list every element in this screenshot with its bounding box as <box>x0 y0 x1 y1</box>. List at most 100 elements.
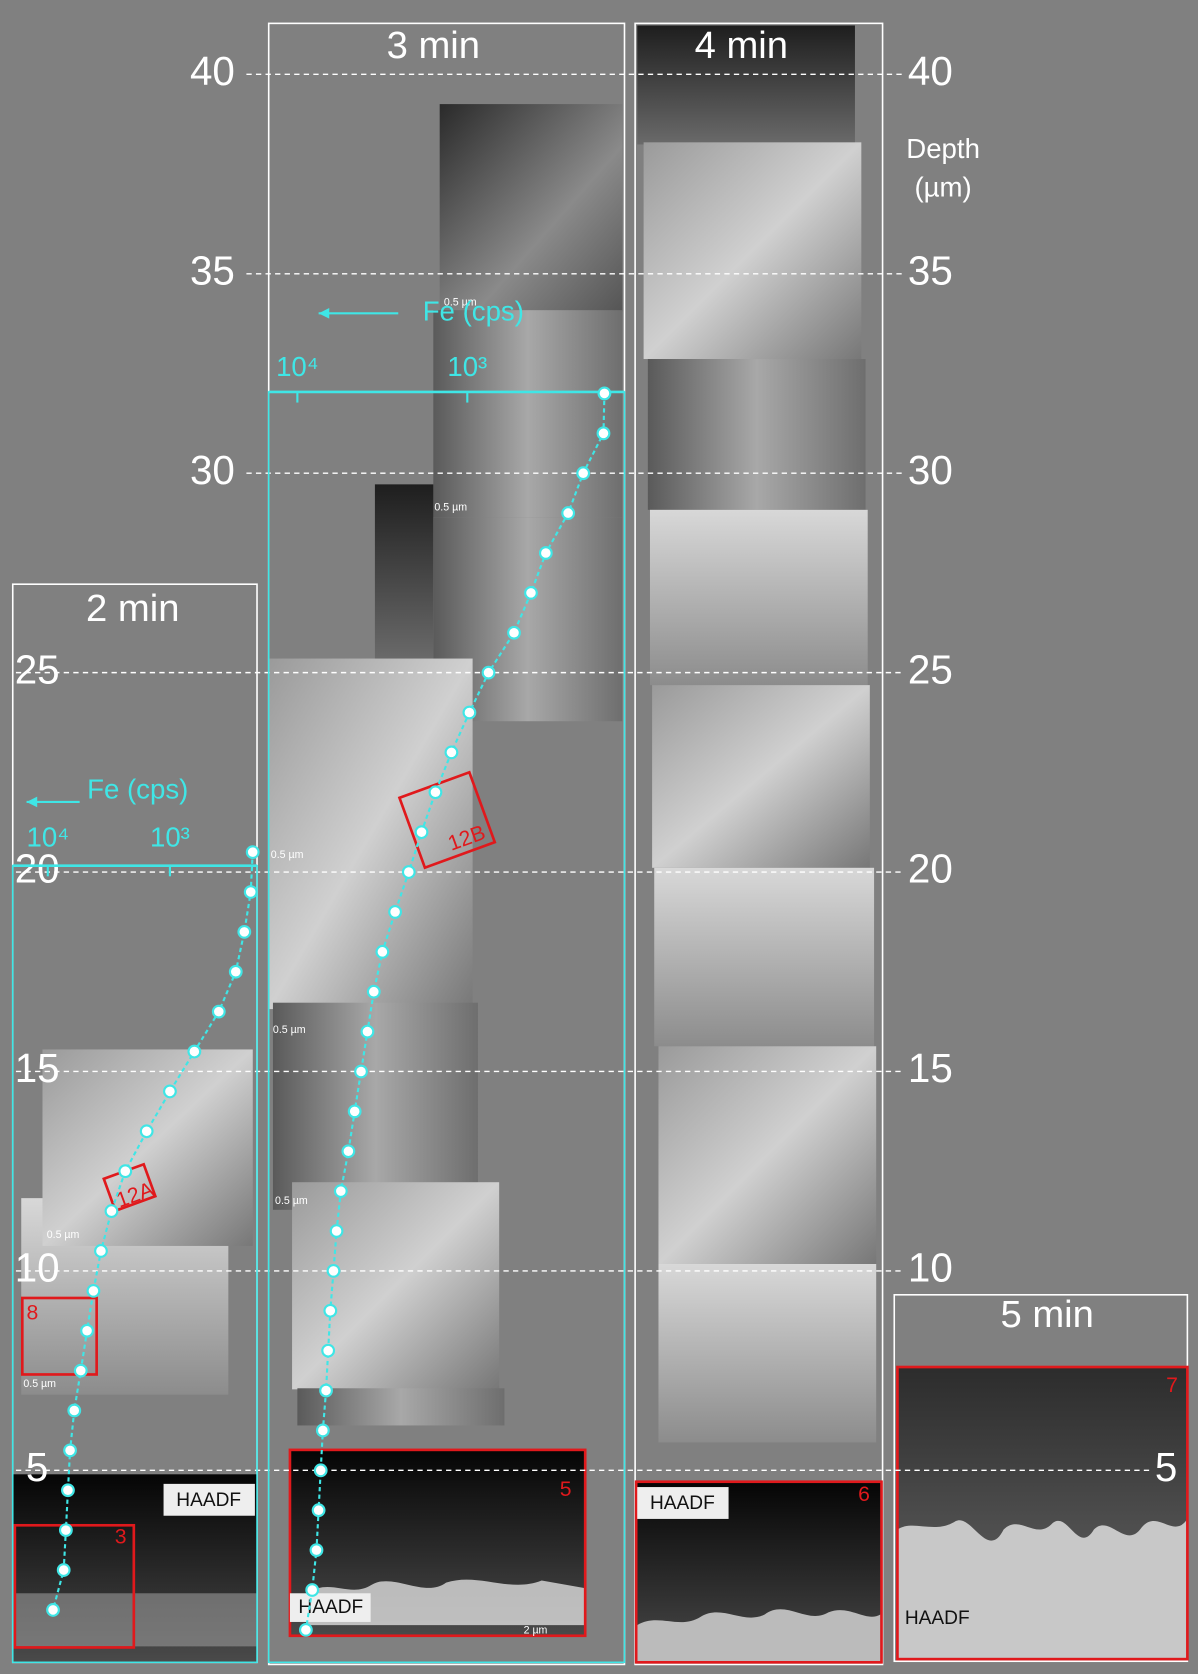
depth-tick-label: 40 <box>190 48 235 94</box>
fe-point <box>106 1205 118 1217</box>
depth-tick-label: 15 <box>15 1045 60 1091</box>
scale-bar: 0.5 µm <box>275 1195 308 1207</box>
figure: 3 8 12A 12B 5 6 7 HAADF HAADF HAADF HAAD… <box>0 0 1198 1674</box>
micrograph <box>644 142 862 359</box>
depth-tick-label: 40 <box>908 48 953 94</box>
micrograph <box>433 310 622 517</box>
fe-axis-label: Fe (cps) <box>87 774 188 805</box>
fe-point <box>189 1046 201 1058</box>
micrograph <box>292 1182 499 1389</box>
fe-point <box>322 1345 334 1357</box>
fe-point <box>245 886 257 898</box>
scale-bar: 2 µm <box>524 1624 548 1636</box>
micrograph <box>654 868 874 1046</box>
fe-point <box>306 1584 318 1596</box>
fe-point <box>562 507 574 519</box>
fe-point <box>62 1484 74 1496</box>
depth-tick-label: 30 <box>908 447 953 493</box>
fe-point <box>368 986 380 998</box>
axis-label: (µm) <box>914 171 971 202</box>
micrograph <box>269 659 473 1010</box>
depth-tick-label: 30 <box>190 447 235 493</box>
fe-point <box>47 1604 59 1616</box>
fe-point <box>311 1544 323 1556</box>
depth-tick-label: 20 <box>908 846 953 892</box>
fe-point <box>349 1106 361 1118</box>
fe-point <box>508 627 520 639</box>
fe-point <box>362 1026 374 1038</box>
panel-title: 3 min <box>387 24 480 67</box>
region-label: 8 <box>27 1301 39 1325</box>
fe-point <box>403 866 415 878</box>
fe-point <box>68 1405 80 1417</box>
fe-point <box>335 1185 347 1197</box>
page: { "depth_axis": {"label": ["Depth", "(µm… <box>0 0 1198 1674</box>
fe-point <box>230 966 242 978</box>
axis-label: Depth <box>906 133 980 164</box>
scale-bar: 0.5 µm <box>434 502 467 514</box>
region-label: 3 <box>115 1525 127 1549</box>
interface-layer <box>897 1519 1187 1659</box>
fe-point <box>164 1086 176 1098</box>
fe-point <box>331 1225 343 1237</box>
micrograph <box>650 510 868 685</box>
fe-tick-label: 10⁴ <box>276 351 319 382</box>
scale-bar: 0.5 µm <box>23 1378 56 1390</box>
fe-point <box>377 946 389 958</box>
micrograph <box>440 104 623 311</box>
fe-point <box>317 1425 329 1437</box>
micrograph <box>658 1046 876 1264</box>
haadf-label: HAADF <box>905 1608 970 1629</box>
fe-point <box>75 1365 87 1377</box>
fe-point <box>119 1165 131 1177</box>
region-label: 7 <box>1166 1373 1178 1397</box>
fe-point <box>320 1385 332 1397</box>
fe-point <box>60 1524 72 1536</box>
depth-tick-label: 10 <box>908 1245 953 1291</box>
fe-tick-label: 10³ <box>447 351 487 382</box>
micrograph <box>648 359 866 510</box>
fe-arrowhead <box>319 308 330 319</box>
fe-point <box>313 1504 325 1516</box>
interface-layer <box>15 1593 257 1646</box>
fe-point <box>247 846 259 858</box>
micrograph <box>42 1049 252 1246</box>
micrograph <box>658 1264 876 1442</box>
depth-tick-label: 5 <box>1155 1444 1177 1490</box>
depth-tick-label: 10 <box>15 1245 60 1291</box>
fe-point <box>464 707 476 719</box>
fe-point <box>141 1125 153 1137</box>
fe-point <box>483 667 495 679</box>
fe-point <box>577 467 589 479</box>
fe-point <box>58 1564 70 1576</box>
fe-tick-label: 10⁴ <box>27 821 70 852</box>
fe-point <box>343 1145 355 1157</box>
fe-point <box>88 1285 100 1297</box>
scale-bar: 0.5 µm <box>273 1024 306 1036</box>
panel-title: 2 min <box>86 587 179 630</box>
micrograph <box>375 484 433 659</box>
depth-tick-label: 5 <box>26 1444 48 1490</box>
fe-point <box>95 1245 107 1257</box>
fe-point <box>598 427 610 439</box>
region-label: 6 <box>858 1482 870 1506</box>
fe-point <box>238 926 250 938</box>
fe-point <box>540 547 552 559</box>
panel-title: 5 min <box>1000 1293 1093 1336</box>
haadf-label: HAADF <box>650 1493 715 1514</box>
region-label: 5 <box>560 1477 572 1501</box>
depth-tick-label: 15 <box>908 1045 953 1091</box>
fe-point <box>430 786 442 798</box>
depth-tick-label: 35 <box>908 247 953 293</box>
scale-bar: 0.5 µm <box>47 1229 80 1241</box>
fe-point <box>446 747 458 759</box>
fe-point <box>328 1265 340 1277</box>
fe-point <box>300 1624 312 1636</box>
fe-point <box>599 388 611 400</box>
fe-point <box>64 1445 76 1457</box>
fe-point <box>315 1464 327 1476</box>
fe-point <box>213 1006 225 1018</box>
depth-tick-label: 20 <box>15 846 60 892</box>
depth-tick-label: 35 <box>190 247 235 293</box>
fe-point <box>416 826 428 838</box>
